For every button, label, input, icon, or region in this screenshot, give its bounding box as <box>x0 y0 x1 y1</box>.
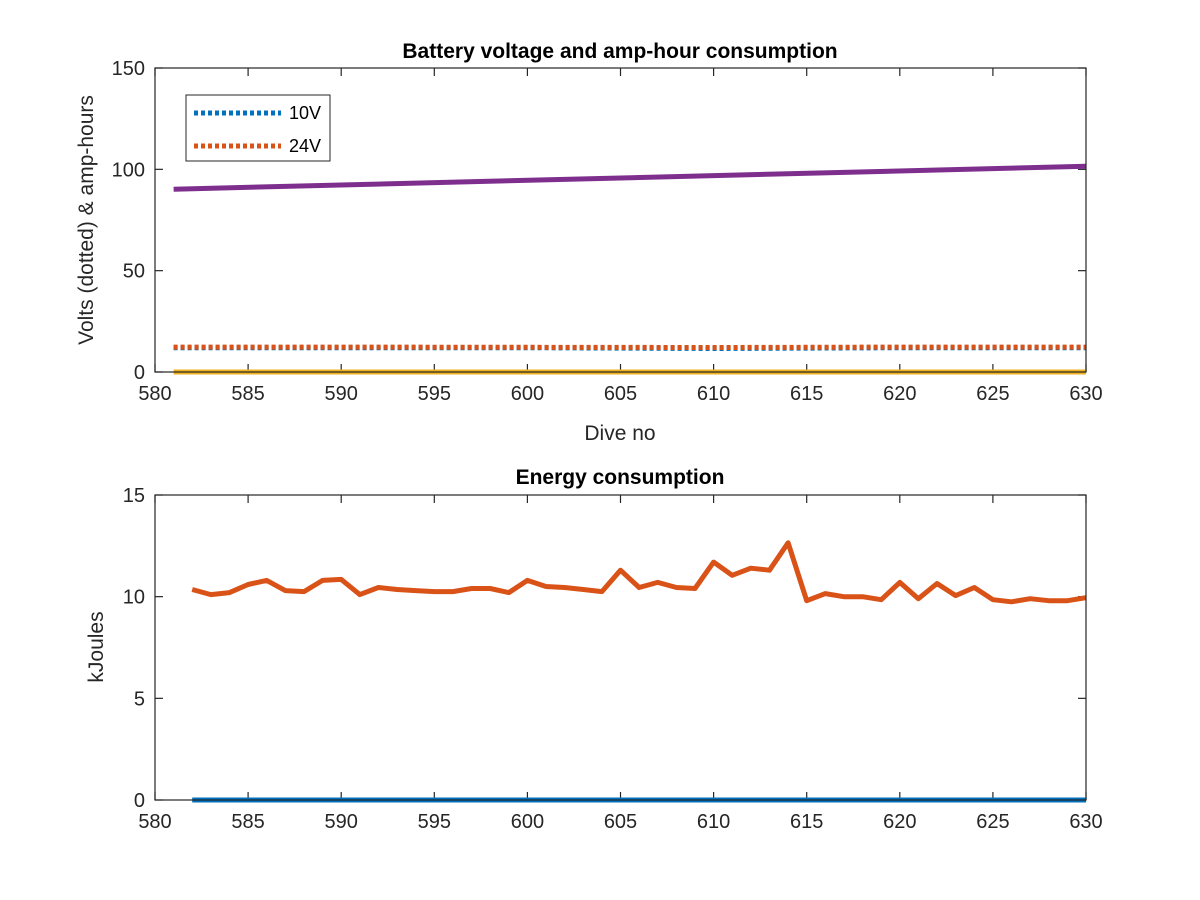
voltage-chart-axes-box <box>154 67 1087 373</box>
y-tick-label: 150 <box>112 58 145 80</box>
legend-box <box>185 94 331 162</box>
x-tick-label: 610 <box>697 383 730 405</box>
x-tick-label: 630 <box>1069 383 1102 405</box>
energy-chart-ylabel: kJoules <box>85 611 108 682</box>
legend-label-24v: 24V <box>289 136 321 156</box>
voltage-chart: Battery voltage and amp-hour consumption… <box>75 40 1103 445</box>
x-tick-label: 605 <box>604 811 637 833</box>
x-tick-label: 625 <box>976 811 1009 833</box>
y-tick-label: 100 <box>112 159 145 181</box>
x-tick-label: 625 <box>976 383 1009 405</box>
x-tick-label: 630 <box>1069 811 1102 833</box>
y-tick-label: 15 <box>123 485 145 507</box>
y-tick-label: 10 <box>123 587 145 609</box>
series-line-series-3 <box>173 163 1087 192</box>
voltage-chart-legend: 10V 24V <box>185 94 331 162</box>
legend-label-10v: 10V <box>289 103 321 123</box>
x-tick-label: 605 <box>604 383 637 405</box>
y-tick-label: 0 <box>134 790 145 812</box>
voltage-chart-ticks: 580 585 590 595 600 605 610 615 620 625 630 0 50 100 1… <box>112 58 1103 405</box>
x-tick-label: 610 <box>697 811 730 833</box>
x-tick-label: 615 <box>790 383 823 405</box>
y-tick-label: 50 <box>123 261 145 283</box>
y-tick-label: 5 <box>134 688 145 710</box>
x-tick-label: 600 <box>511 811 544 833</box>
x-tick-label: 620 <box>883 811 916 833</box>
energy-chart: Energy consumption kJoules 580 585 590 595 6… <box>85 466 1103 833</box>
x-tick-label: 620 <box>883 383 916 405</box>
voltage-chart-title: Battery voltage and amp-hour consumption <box>402 40 837 63</box>
y-tick-label: 0 <box>134 362 145 384</box>
x-tick-label: 590 <box>325 811 358 833</box>
x-tick-label: 585 <box>231 811 264 833</box>
energy-chart-axes-box <box>154 494 1087 801</box>
x-tick-label: 580 <box>138 811 171 833</box>
x-tick-label: 585 <box>231 383 264 405</box>
voltage-chart-xlabel: Dive no <box>584 422 655 445</box>
x-tick-label: 595 <box>418 383 451 405</box>
x-tick-label: 615 <box>790 811 823 833</box>
x-tick-label: 590 <box>325 383 358 405</box>
energy-chart-title: Energy consumption <box>516 466 725 489</box>
x-tick-label: 595 <box>418 811 451 833</box>
voltage-chart-ylabel: Volts (dotted) & amp-hours <box>75 95 98 345</box>
energy-chart-ticks: 580 585 590 595 600 605 610 615 620 625 630 0 5 10 15 <box>123 485 1103 833</box>
series-line-series-1 <box>191 540 1087 605</box>
x-tick-label: 580 <box>138 383 171 405</box>
x-tick-label: 600 <box>511 383 544 405</box>
